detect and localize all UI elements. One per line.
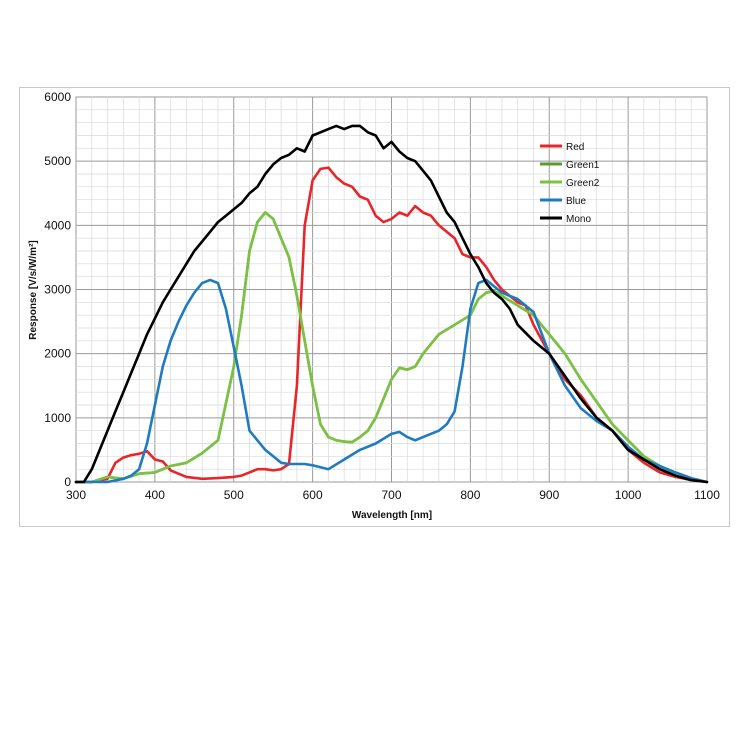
legend-label-green2: Green2 [566,178,600,189]
x-tick-label: 500 [224,488,244,502]
x-tick-label: 800 [460,488,480,502]
x-tick-label: 700 [381,488,401,502]
y-tick-label: 3000 [44,283,71,297]
series-lines [74,124,709,484]
tick-labels: 300 400 500 600 700 800 900 1000 1100 0 1000 2000 30… [44,90,720,502]
x-tick-label: 900 [539,488,559,502]
grid [75,96,708,483]
legend-label-green1: Green1 [566,160,600,171]
y-tick-label: 0 [64,475,71,489]
y-tick-label: 6000 [44,90,71,104]
x-tick-label: 1000 [615,488,642,502]
x-axis-title: Wavelength [nm] [352,510,432,521]
series-line-blue [74,278,709,484]
x-tick-label: 600 [303,488,323,502]
y-tick-label: 2000 [44,347,71,361]
series-line-mono [74,124,709,484]
x-tick-label: 1100 [694,488,720,502]
legend-label-blue: Blue [566,196,586,207]
series-line-red [74,166,709,484]
y-tick-label: 4000 [44,218,71,232]
y-tick-label: 1000 [44,411,71,425]
legend: Red Green1 Green2 Blue Mono [540,142,600,225]
x-tick-label: 400 [145,488,165,502]
y-axis-title: Response [V/s/W/m²] [28,240,39,339]
series-line-green2 [74,211,709,484]
legend-label-red: Red [566,142,584,153]
x-tick-label: 300 [66,488,86,502]
legend-label-mono: Mono [566,214,591,225]
y-tick-label: 5000 [44,154,71,168]
